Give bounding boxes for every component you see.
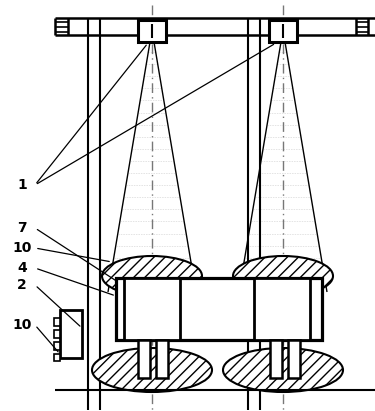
Bar (116, 278, 322, 340)
Ellipse shape (233, 256, 333, 296)
Bar (138, 20, 166, 42)
Text: 10: 10 (12, 241, 32, 255)
Ellipse shape (92, 348, 212, 392)
Bar (60, 310, 82, 358)
Bar (254, 278, 310, 340)
Bar (270, 340, 282, 378)
Bar (54, 342, 60, 350)
Bar (54, 330, 60, 338)
Bar (138, 340, 150, 378)
Bar (124, 278, 180, 340)
Bar (54, 354, 60, 361)
Text: 1: 1 (17, 178, 27, 192)
Text: 4: 4 (17, 261, 27, 275)
Bar (288, 340, 300, 378)
Bar (269, 20, 297, 42)
Ellipse shape (223, 348, 343, 392)
Text: 2: 2 (17, 278, 27, 292)
Text: 7: 7 (17, 221, 27, 235)
Bar (156, 340, 168, 378)
Text: 10: 10 (12, 318, 32, 332)
Ellipse shape (102, 256, 202, 296)
Bar (54, 318, 60, 326)
